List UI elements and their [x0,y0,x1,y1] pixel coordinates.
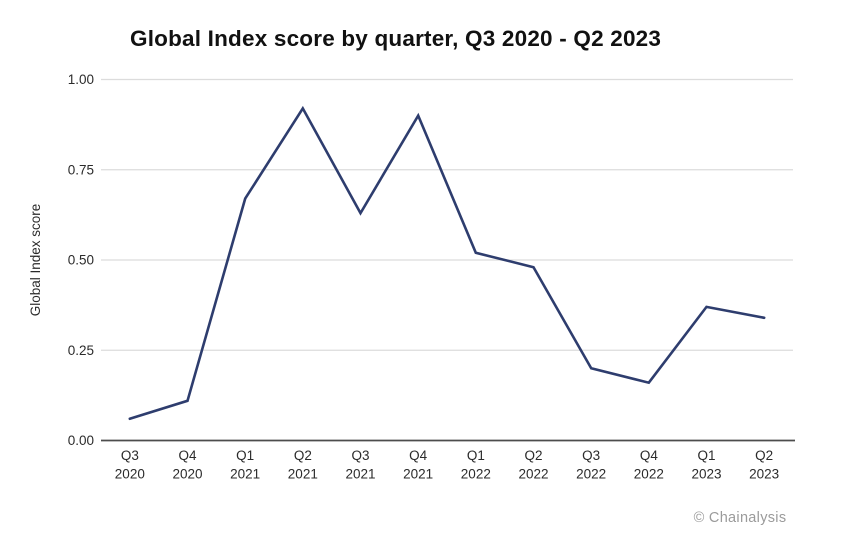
y-tick-labels: 0.00 0.25 0.50 0.75 1.00 [68,72,94,448]
chart-title: Global Index score by quarter, Q3 2020 -… [130,26,662,51]
y-tick-label: 0.75 [68,162,94,177]
x-tick-label-quarter: Q1 [236,448,254,463]
x-tick-label-quarter: Q3 [121,448,139,463]
x-tick-label-year: 2021 [345,467,375,482]
x-tick-label-quarter: Q2 [294,448,312,463]
x-tick-label-year: 2022 [518,467,548,482]
y-tick-label: 0.25 [68,343,94,358]
x-tick-label-quarter: Q4 [409,448,428,463]
x-tick-label-quarter: Q3 [582,448,600,463]
y-tick-label: 0.50 [68,253,94,268]
x-tick-label-quarter: Q4 [178,448,197,463]
x-tick-label-year: 2023 [691,467,721,482]
y-tick-label: 1.00 [68,72,94,87]
x-tick-labels: Q3 2020 Q4 2020 Q1 2021 Q2 2021 Q3 2021 Q4 2021 Q1 20… [115,448,779,482]
series-line [128,105,766,421]
x-tick-label-year: 2021 [288,467,318,482]
x-tick-label-year: 2023 [749,467,779,482]
x-tick-label-year: 2022 [461,467,491,482]
x-tick-label-year: 2022 [634,467,664,482]
x-tick-label-quarter: Q1 [467,448,485,463]
x-tick-label-quarter: Q3 [351,448,369,463]
y-tick-label: 0.00 [68,433,94,448]
x-tick-label-quarter: Q2 [524,448,542,463]
index-score-line [128,105,766,421]
x-tick-label-year: 2022 [576,467,606,482]
x-tick-label-quarter: Q2 [755,448,773,463]
y-axis-title: Global Index score [28,204,43,317]
x-tick-label-year: 2020 [115,467,145,482]
x-tick-label-year: 2021 [403,467,433,482]
x-tick-label-quarter: Q1 [697,448,715,463]
x-tick-label-quarter: Q4 [640,448,659,463]
gridlines [101,78,793,351]
x-tick-label-year: 2020 [172,467,202,482]
attribution-text: © Chainalysis [693,510,787,526]
x-tick-label-year: 2021 [230,467,260,482]
